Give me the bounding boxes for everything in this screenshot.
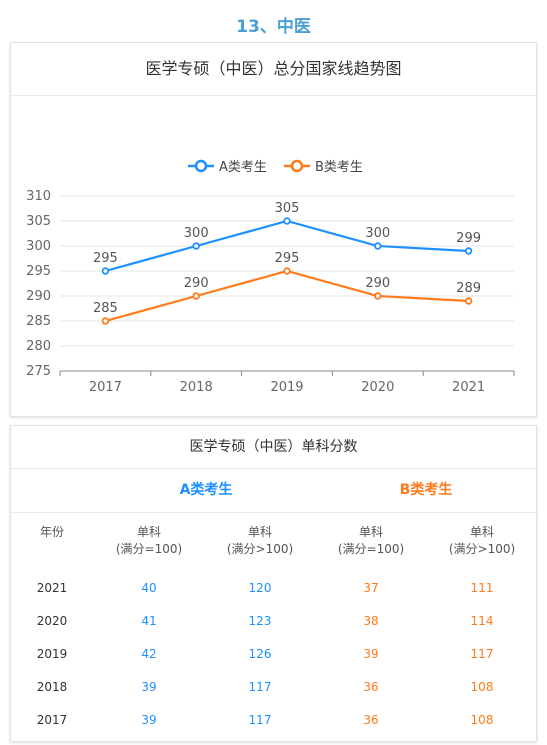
data-point xyxy=(464,297,473,305)
cell-year: 2019 xyxy=(36,647,68,661)
table-row: 2020 41 123 38 114 xyxy=(11,605,538,638)
header-b-100: 单科 (满分=100) xyxy=(337,525,405,556)
data-label: 289 xyxy=(456,281,481,296)
cell-year: 2018 xyxy=(36,680,68,694)
cell-b-100: 37 xyxy=(363,581,379,595)
cell-a-over-100: 117 xyxy=(248,680,272,694)
chart-title: 医学专硕（中医）总分国家线趋势图 xyxy=(11,43,536,96)
y-tick-label: 275 xyxy=(26,364,51,379)
table-row: 2017 39 117 36 108 xyxy=(11,704,538,737)
data-label: 299 xyxy=(456,231,481,246)
cell-a-over-100: 117 xyxy=(248,713,272,727)
chart-card: 医学专硕（中医）总分国家线趋势图 275 280 285 290 295 300 305 31… xyxy=(10,42,537,417)
cell-b-100: 38 xyxy=(363,614,379,628)
y-tick-label: 290 xyxy=(26,289,51,304)
data-point xyxy=(283,267,291,275)
header-a-100: 单科 (满分=100) xyxy=(115,525,183,556)
x-tick-label: 2017 xyxy=(89,380,122,395)
data-point xyxy=(192,292,200,300)
x-tick-label: 2021 xyxy=(452,380,485,395)
cell-b-over-100: 114 xyxy=(470,614,494,628)
header-a-over-100: 单科 (满分>100) xyxy=(226,525,294,556)
cell-year: 2021 xyxy=(36,581,68,595)
cell-b-100: 39 xyxy=(363,647,379,661)
cell-a-100: 40 xyxy=(141,581,157,595)
cell-year: 2017 xyxy=(36,713,68,727)
header-year: 年份 xyxy=(39,525,64,539)
y-tick-label: 280 xyxy=(26,339,51,354)
group-a-label: A类考生 xyxy=(179,482,233,498)
data-point xyxy=(101,317,110,325)
data-label: 285 xyxy=(93,301,118,316)
data-label: 305 xyxy=(275,201,300,216)
data-label: 290 xyxy=(184,276,209,291)
data-point xyxy=(464,247,473,255)
y-tick-label: 305 xyxy=(26,214,51,229)
y-tick-label: 285 xyxy=(26,314,51,329)
legend-swatch-marker xyxy=(290,159,304,173)
section-title: 13、中医 xyxy=(236,17,311,37)
cell-b-over-100: 108 xyxy=(470,680,494,694)
data-point xyxy=(283,217,291,225)
x-tick-label: 2020 xyxy=(361,380,394,395)
cell-a-100: 39 xyxy=(141,713,157,727)
y-tick-label: 310 xyxy=(26,189,51,204)
data-point xyxy=(192,242,200,250)
table-card: 医学专硕（中医）单科分数 A类考生 B类考生 年份 单科 (满分=100) 单科… xyxy=(10,425,538,742)
cell-b-over-100: 117 xyxy=(470,647,494,661)
legend-label: A类考生 xyxy=(219,160,267,175)
cell-a-over-100: 126 xyxy=(248,647,272,661)
table-row: 2018 39 117 36 108 xyxy=(11,671,538,704)
line-chart: 275 280 285 290 295 300 305 310 2017 2018 2019 2020… xyxy=(26,159,515,395)
data-label: 300 xyxy=(184,226,209,241)
data-label: 295 xyxy=(93,251,118,266)
header-b-over-100: 单科 (满分>100) xyxy=(448,525,516,556)
cell-b-100: 36 xyxy=(363,713,379,727)
y-tick-label: 300 xyxy=(26,239,51,254)
y-tick-label: 295 xyxy=(26,264,51,279)
data-point xyxy=(101,267,110,275)
x-tick-label: 2019 xyxy=(270,380,303,395)
data-label: 295 xyxy=(275,251,300,266)
table-header: 年份 单科 (满分=100) 单科 (满分>100) 单科 (满分=100) 单… xyxy=(11,524,538,566)
x-tick-label: 2018 xyxy=(180,380,213,395)
data-label: 300 xyxy=(365,226,390,241)
table-title: 医学专硕（中医）单科分数 xyxy=(11,426,536,469)
data-point xyxy=(374,242,382,250)
cell-b-over-100: 108 xyxy=(470,713,494,727)
cell-a-100: 39 xyxy=(141,680,157,694)
table-row: 2021 40 120 37 111 xyxy=(11,572,538,605)
cell-a-over-100: 123 xyxy=(248,614,272,628)
cell-a-100: 42 xyxy=(141,647,157,661)
table-row: 2019 42 126 39 117 xyxy=(11,638,538,671)
data-point xyxy=(374,292,382,300)
legend-label: B类考生 xyxy=(315,160,363,175)
cell-b-over-100: 111 xyxy=(470,581,494,595)
data-label: 290 xyxy=(365,276,390,291)
group-b-label: B类考生 xyxy=(399,482,453,498)
group-header-row: A类考生 B类考生 xyxy=(11,468,538,513)
legend-swatch-marker xyxy=(194,159,208,173)
cell-a-over-100: 120 xyxy=(248,581,272,595)
cell-b-100: 36 xyxy=(363,680,379,694)
cell-year: 2020 xyxy=(36,614,68,628)
cell-a-100: 41 xyxy=(141,614,157,628)
